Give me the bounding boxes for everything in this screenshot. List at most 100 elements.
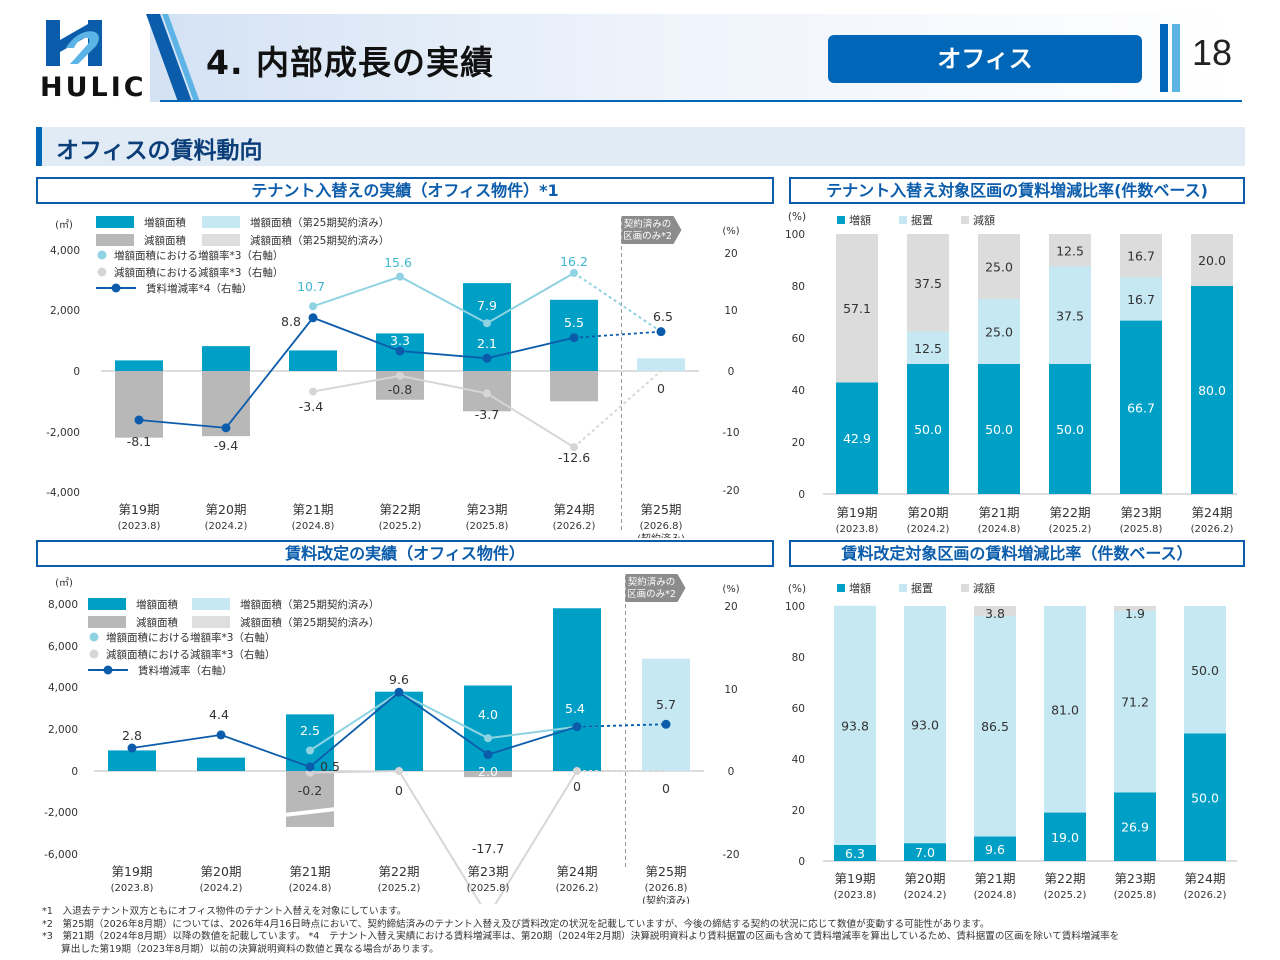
stacked-bar-label: 12.5 bbox=[1056, 243, 1084, 258]
period-date-label: (2024.8) bbox=[978, 524, 1021, 535]
period-date-label: (2025.8) bbox=[467, 883, 510, 894]
rent-change-rate-label: 0.5 bbox=[320, 759, 340, 774]
period-date-label: (2026.2) bbox=[1191, 524, 1234, 535]
legend-label: 据置 bbox=[911, 581, 933, 595]
left-axis-tick: 0 bbox=[71, 766, 78, 778]
legend-label: 据置 bbox=[911, 213, 933, 227]
stacked-bar-label: 71.2 bbox=[1121, 695, 1149, 710]
stacked-bar-label: 50.0 bbox=[985, 422, 1013, 437]
stacked-bar-label: 16.7 bbox=[1127, 249, 1155, 264]
legend-swatch-decrease bbox=[88, 616, 126, 628]
footnote-3: *3 第21期（2024年8月期）以降の数値を記載しています。 *4 テナント入… bbox=[42, 931, 1120, 942]
stacked-bar-label: 50.0 bbox=[1191, 663, 1219, 678]
stacked-bar-label: 12.5 bbox=[914, 341, 942, 356]
rent-change-rate-point bbox=[661, 719, 671, 729]
stacked-bar-segment-decrease bbox=[1191, 234, 1233, 286]
period-date-label: (2025.2) bbox=[379, 521, 422, 532]
y-axis-tick: 20 bbox=[792, 805, 805, 817]
y-axis-tick: 40 bbox=[792, 754, 805, 766]
increase-rate-point bbox=[570, 268, 578, 277]
stacked-bar-segment-increase bbox=[1191, 286, 1233, 494]
left-axis-tick: 2,000 bbox=[50, 305, 80, 317]
rent-change-rate-label: 2.0 bbox=[478, 764, 498, 779]
period-contracted-label: (契約済み) bbox=[642, 894, 690, 904]
period-label: 第25期 bbox=[641, 502, 682, 517]
right-axis-tick: -20 bbox=[722, 485, 739, 497]
stacked-bar-label: 20.0 bbox=[1198, 253, 1226, 268]
period-date-label: (2026.8) bbox=[640, 521, 683, 532]
increase-rate-label: 7.9 bbox=[477, 298, 497, 313]
increase-rate-label: 16.2 bbox=[560, 254, 588, 269]
stacked-bar-segment-increase bbox=[1120, 320, 1162, 494]
left-axis-tick: 0 bbox=[73, 366, 80, 378]
revision-ratio-chart: (%) 100 80 60 40 20 0 6.3 93.8 第19期 (2023.8) 7.0 93.… bbox=[785, 581, 1237, 901]
legend-marker-decrease-rate bbox=[97, 267, 107, 277]
legend-label: 増額面積における増額率*3（右軸） bbox=[106, 631, 275, 644]
stacked-bar-segment-decrease bbox=[1049, 234, 1091, 267]
period-date-label: (2023.8) bbox=[834, 890, 877, 901]
contracted-note-arrow bbox=[621, 216, 682, 244]
stacked-bar-segment-decrease bbox=[907, 234, 949, 332]
legend-label: 減額面積 bbox=[144, 234, 186, 247]
y-axis-tick: 80 bbox=[792, 652, 805, 664]
legend-label: 賃料増減率*4（右軸） bbox=[146, 282, 252, 295]
rent-change-rate-point bbox=[221, 423, 231, 433]
footnote-2: *2 第25期（2026年8月期）については、2026年4月16日時点において、… bbox=[42, 918, 990, 930]
legend-label: 増額面積 bbox=[136, 598, 178, 611]
period-date-label: (2024.8) bbox=[292, 521, 335, 532]
stacked-bar-label: 25.0 bbox=[985, 325, 1013, 340]
stacked-bar-segment-flat bbox=[834, 605, 876, 845]
increase-area-bar bbox=[642, 658, 690, 771]
stacked-bar-label: 37.5 bbox=[914, 276, 942, 291]
legend-label: 増額 bbox=[849, 214, 871, 227]
left-axis-tick: 4,000 bbox=[50, 245, 80, 257]
rent-change-rate-point bbox=[308, 313, 318, 323]
decrease-rate-line bbox=[312, 374, 575, 449]
left-axis-tick: 6,000 bbox=[48, 641, 78, 653]
rent-change-rate-label: 6.5 bbox=[653, 309, 673, 324]
y-axis-tick: 100 bbox=[785, 229, 805, 241]
increase-area-bar bbox=[202, 346, 250, 371]
panel-title-rent-revision: 賃料改定の実績（オフィス物件） bbox=[36, 540, 774, 567]
rent-change-rate-point bbox=[216, 730, 226, 740]
decrease-rate-label: -0.2 bbox=[298, 783, 322, 798]
period-date-label: (2023.8) bbox=[111, 883, 154, 894]
legend-marker-increase-rate bbox=[97, 250, 107, 260]
stacked-bar-label: 6.3 bbox=[845, 846, 865, 861]
increase-area-bar bbox=[553, 608, 601, 771]
legend-marker-decrease-rate bbox=[89, 649, 99, 659]
legend-label: 減額 bbox=[973, 213, 995, 227]
right-axis-tick: 10 bbox=[724, 684, 737, 696]
period-label: 第21期 bbox=[979, 505, 1020, 520]
decrease-rate-label: -0.8 bbox=[388, 382, 412, 397]
legend-swatch bbox=[961, 584, 969, 592]
period-date-label: (2024.8) bbox=[289, 883, 332, 894]
stacked-bar-segment-increase bbox=[974, 836, 1016, 861]
legend-label: 減額面積 bbox=[136, 616, 178, 629]
stacked-bar-segment-flat bbox=[974, 615, 1016, 837]
increase-rate-point bbox=[309, 302, 317, 311]
decrease-rate-point bbox=[395, 767, 403, 775]
rent-change-rate-point bbox=[395, 346, 405, 356]
period-label: 第23期 bbox=[468, 864, 509, 879]
stacked-bar-label: 93.0 bbox=[911, 718, 939, 733]
period-label: 第22期 bbox=[380, 502, 421, 517]
left-axis-tick: -6,000 bbox=[44, 849, 78, 861]
increase-area-bar bbox=[637, 358, 685, 371]
rent-change-rate-point bbox=[394, 687, 404, 697]
decrease-rate-label: 0 bbox=[573, 779, 581, 794]
stacked-bar-segment-increase bbox=[1184, 733, 1226, 861]
legend-label: 減額 bbox=[973, 581, 995, 595]
rent-change-rate-label: 3.3 bbox=[390, 333, 410, 348]
period-date-label: (2024.2) bbox=[904, 890, 947, 901]
legend-marker-increase-rate bbox=[89, 632, 99, 642]
stacked-bar-segment-flat bbox=[978, 299, 1020, 364]
period-date-label: (2024.8) bbox=[974, 890, 1017, 901]
right-axis-tick: 0 bbox=[728, 366, 735, 378]
period-label: 第19期 bbox=[837, 505, 878, 520]
period-date-label: (2025.2) bbox=[1044, 890, 1087, 901]
decrease-rate-label: -17.7 bbox=[472, 841, 504, 856]
period-label: 第25期 bbox=[646, 864, 687, 879]
stacked-bar-label: 16.7 bbox=[1127, 292, 1155, 307]
stacked-bar-segment-flat bbox=[1184, 606, 1226, 734]
